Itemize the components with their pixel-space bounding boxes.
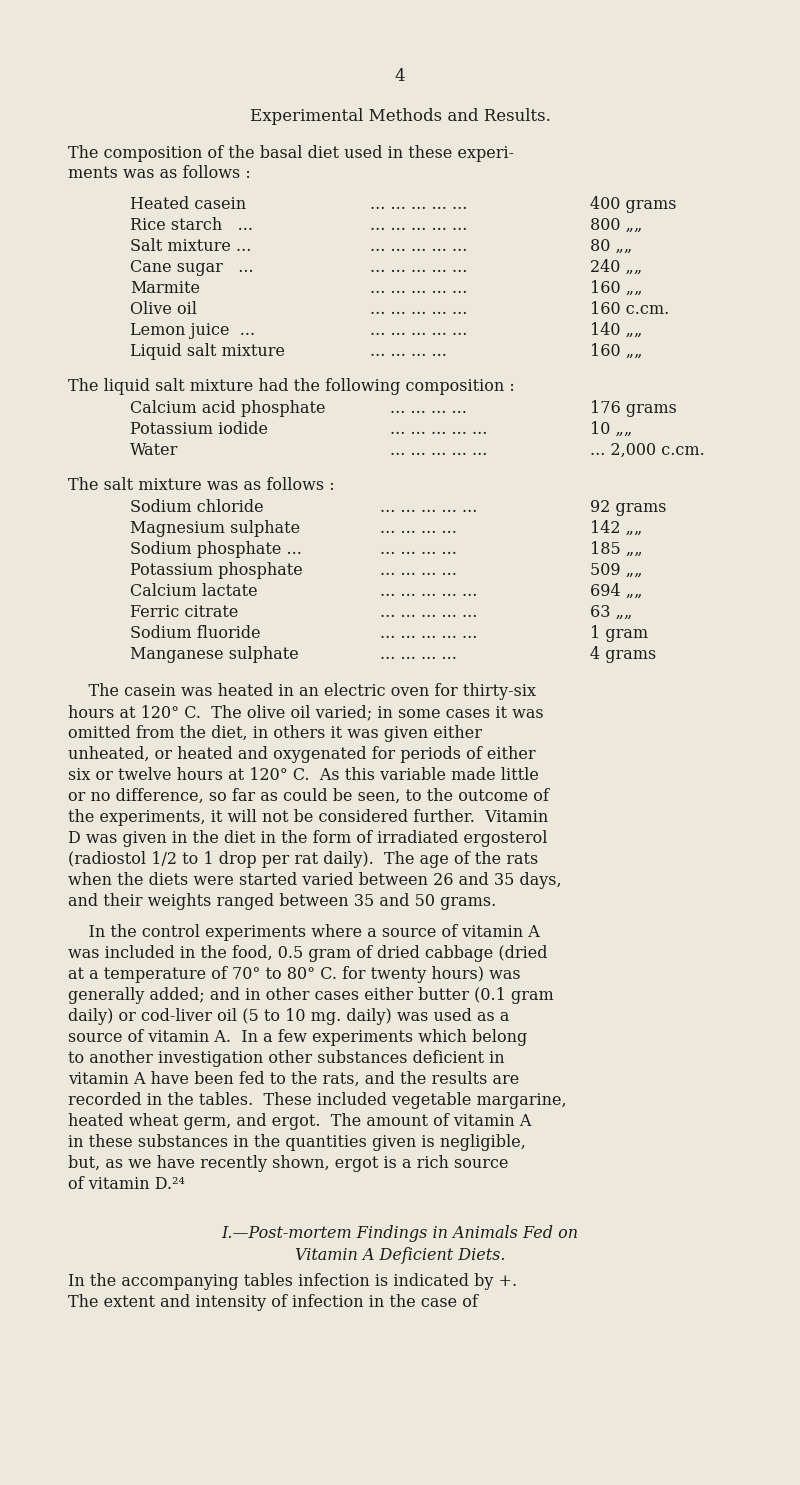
Text: 185 „„: 185 „„ xyxy=(590,541,642,558)
Text: Manganese sulphate: Manganese sulphate xyxy=(130,646,298,662)
Text: ... ... ... ...: ... ... ... ... xyxy=(380,646,457,662)
Text: Sodium chloride: Sodium chloride xyxy=(130,499,264,515)
Text: Ferric citrate: Ferric citrate xyxy=(130,604,238,621)
Text: vitamin A have been fed to the rats, and the results are: vitamin A have been fed to the rats, and… xyxy=(68,1071,519,1089)
Text: hours at 120° C.  The olive oil varied; in some cases it was: hours at 120° C. The olive oil varied; i… xyxy=(68,704,544,722)
Text: Salt mixture ...: Salt mixture ... xyxy=(130,238,251,255)
Text: Liquid salt mixture: Liquid salt mixture xyxy=(130,343,285,359)
Text: omitted from the diet, in others it was given either: omitted from the diet, in others it was … xyxy=(68,725,482,742)
Text: heated wheat germ, and ergot.  The amount of vitamin A: heated wheat germ, and ergot. The amount… xyxy=(68,1112,531,1130)
Text: 4 grams: 4 grams xyxy=(590,646,656,662)
Text: 10 „„: 10 „„ xyxy=(590,422,632,438)
Text: ... ... ... ... ...: ... ... ... ... ... xyxy=(370,258,467,276)
Text: Cane sugar   ...: Cane sugar ... xyxy=(130,258,254,276)
Text: Olive oil: Olive oil xyxy=(130,301,197,318)
Text: Sodium phosphate ...: Sodium phosphate ... xyxy=(130,541,302,558)
Text: ... ... ... ... ...: ... ... ... ... ... xyxy=(380,625,478,642)
Text: ... ... ... ... ...: ... ... ... ... ... xyxy=(370,301,467,318)
Text: 4: 4 xyxy=(394,68,406,85)
Text: 240 „„: 240 „„ xyxy=(590,258,642,276)
Text: 160 „„: 160 „„ xyxy=(590,343,642,359)
Text: in these substances in the quantities given is negligible,: in these substances in the quantities gi… xyxy=(68,1135,526,1151)
Text: I.—Post-mortem Findings in Animals Fed on: I.—Post-mortem Findings in Animals Fed o… xyxy=(222,1225,578,1241)
Text: 509 „„: 509 „„ xyxy=(590,561,642,579)
Text: The composition of the basal diet used in these experi-: The composition of the basal diet used i… xyxy=(68,146,514,162)
Text: ... ... ... ... ...: ... ... ... ... ... xyxy=(380,499,478,515)
Text: ... ... ... ... ...: ... ... ... ... ... xyxy=(370,322,467,339)
Text: Calcium acid phosphate: Calcium acid phosphate xyxy=(130,399,326,417)
Text: ... ... ... ... ...: ... ... ... ... ... xyxy=(370,238,467,255)
Text: Rice starch   ...: Rice starch ... xyxy=(130,217,253,235)
Text: was included in the food, 0.5 gram of dried cabbage (dried: was included in the food, 0.5 gram of dr… xyxy=(68,944,547,962)
Text: The liquid salt mixture had the following composition :: The liquid salt mixture had the followin… xyxy=(68,379,514,395)
Text: In the control experiments where a source of vitamin A: In the control experiments where a sourc… xyxy=(68,924,540,941)
Text: Sodium fluoride: Sodium fluoride xyxy=(130,625,261,642)
Text: ... ... ... ... ...: ... ... ... ... ... xyxy=(390,443,487,459)
Text: The salt mixture was as follows :: The salt mixture was as follows : xyxy=(68,477,334,495)
Text: 800 „„: 800 „„ xyxy=(590,217,642,235)
Text: Water: Water xyxy=(130,443,178,459)
Text: In the accompanying tables infection is indicated by +.: In the accompanying tables infection is … xyxy=(68,1273,517,1290)
Text: ... ... ... ... ...: ... ... ... ... ... xyxy=(370,196,467,212)
Text: ... ... ... ...: ... ... ... ... xyxy=(370,343,447,359)
Text: 63 „„: 63 „„ xyxy=(590,604,632,621)
Text: Marmite: Marmite xyxy=(130,281,200,297)
Text: ments was as follows :: ments was as follows : xyxy=(68,165,250,183)
Text: ... ... ... ... ...: ... ... ... ... ... xyxy=(370,281,467,297)
Text: 140 „„: 140 „„ xyxy=(590,322,642,339)
Text: ... ... ... ...: ... ... ... ... xyxy=(380,520,457,538)
Text: ... 2,000 c.cm.: ... 2,000 c.cm. xyxy=(590,443,705,459)
Text: ... ... ... ...: ... ... ... ... xyxy=(380,541,457,558)
Text: ... ... ... ... ...: ... ... ... ... ... xyxy=(390,422,487,438)
Text: daily) or cod-liver oil (5 to 10 mg. daily) was used as a: daily) or cod-liver oil (5 to 10 mg. dai… xyxy=(68,1008,510,1025)
Text: Potassium iodide: Potassium iodide xyxy=(130,422,268,438)
Text: ... ... ... ...: ... ... ... ... xyxy=(390,399,467,417)
Text: or no difference, so far as could be seen, to the outcome of: or no difference, so far as could be see… xyxy=(68,789,549,805)
Text: ... ... ... ... ...: ... ... ... ... ... xyxy=(380,604,478,621)
Text: 80 „„: 80 „„ xyxy=(590,238,632,255)
Text: The extent and intensity of infection in the case of: The extent and intensity of infection in… xyxy=(68,1293,478,1311)
Text: recorded in the tables.  These included vegetable margarine,: recorded in the tables. These included v… xyxy=(68,1091,566,1109)
Text: Heated casein: Heated casein xyxy=(130,196,246,212)
Text: Experimental Methods and Results.: Experimental Methods and Results. xyxy=(250,108,550,125)
Text: six or twelve hours at 120° C.  As this variable made little: six or twelve hours at 120° C. As this v… xyxy=(68,766,539,784)
Text: at a temperature of 70° to 80° C. for twenty hours) was: at a temperature of 70° to 80° C. for tw… xyxy=(68,967,521,983)
Text: when the diets were started varied between 26 and 35 days,: when the diets were started varied betwe… xyxy=(68,872,562,890)
Text: but, as we have recently shown, ergot is a rich source: but, as we have recently shown, ergot is… xyxy=(68,1155,509,1172)
Text: Potassium phosphate: Potassium phosphate xyxy=(130,561,302,579)
Text: source of vitamin A.  In a few experiments which belong: source of vitamin A. In a few experiment… xyxy=(68,1029,527,1045)
Text: ... ... ... ...: ... ... ... ... xyxy=(380,561,457,579)
Text: (radiostol 1/2 to 1 drop per rat daily).  The age of the rats: (radiostol 1/2 to 1 drop per rat daily).… xyxy=(68,851,538,869)
Text: Calcium lactate: Calcium lactate xyxy=(130,584,258,600)
Text: 142 „„: 142 „„ xyxy=(590,520,642,538)
Text: ... ... ... ... ...: ... ... ... ... ... xyxy=(380,584,478,600)
Text: Vitamin A Deficient Diets.: Vitamin A Deficient Diets. xyxy=(294,1247,506,1264)
Text: 176 grams: 176 grams xyxy=(590,399,677,417)
Text: The casein was heated in an electric oven for thirty-six: The casein was heated in an electric ove… xyxy=(68,683,536,699)
Text: Magnesium sulphate: Magnesium sulphate xyxy=(130,520,300,538)
Text: Lemon juice  ...: Lemon juice ... xyxy=(130,322,255,339)
Text: 92 grams: 92 grams xyxy=(590,499,666,515)
Text: 160 c.cm.: 160 c.cm. xyxy=(590,301,670,318)
Text: generally added; and in other cases either butter (0.1 gram: generally added; and in other cases eith… xyxy=(68,988,554,1004)
Text: to another investigation other substances deficient in: to another investigation other substance… xyxy=(68,1050,505,1068)
Text: unheated, or heated and oxygenated for periods of either: unheated, or heated and oxygenated for p… xyxy=(68,745,536,763)
Text: 160 „„: 160 „„ xyxy=(590,281,642,297)
Text: 694 „„: 694 „„ xyxy=(590,584,642,600)
Text: ... ... ... ... ...: ... ... ... ... ... xyxy=(370,217,467,235)
Text: and their weights ranged between 35 and 50 grams.: and their weights ranged between 35 and … xyxy=(68,892,496,910)
Text: of vitamin D.²⁴: of vitamin D.²⁴ xyxy=(68,1176,185,1192)
Text: 1 gram: 1 gram xyxy=(590,625,648,642)
Text: 400 grams: 400 grams xyxy=(590,196,677,212)
Text: D was given in the diet in the form of irradiated ergosterol: D was given in the diet in the form of i… xyxy=(68,830,547,846)
Text: the experiments, it will not be considered further.  Vitamin: the experiments, it will not be consider… xyxy=(68,809,548,826)
